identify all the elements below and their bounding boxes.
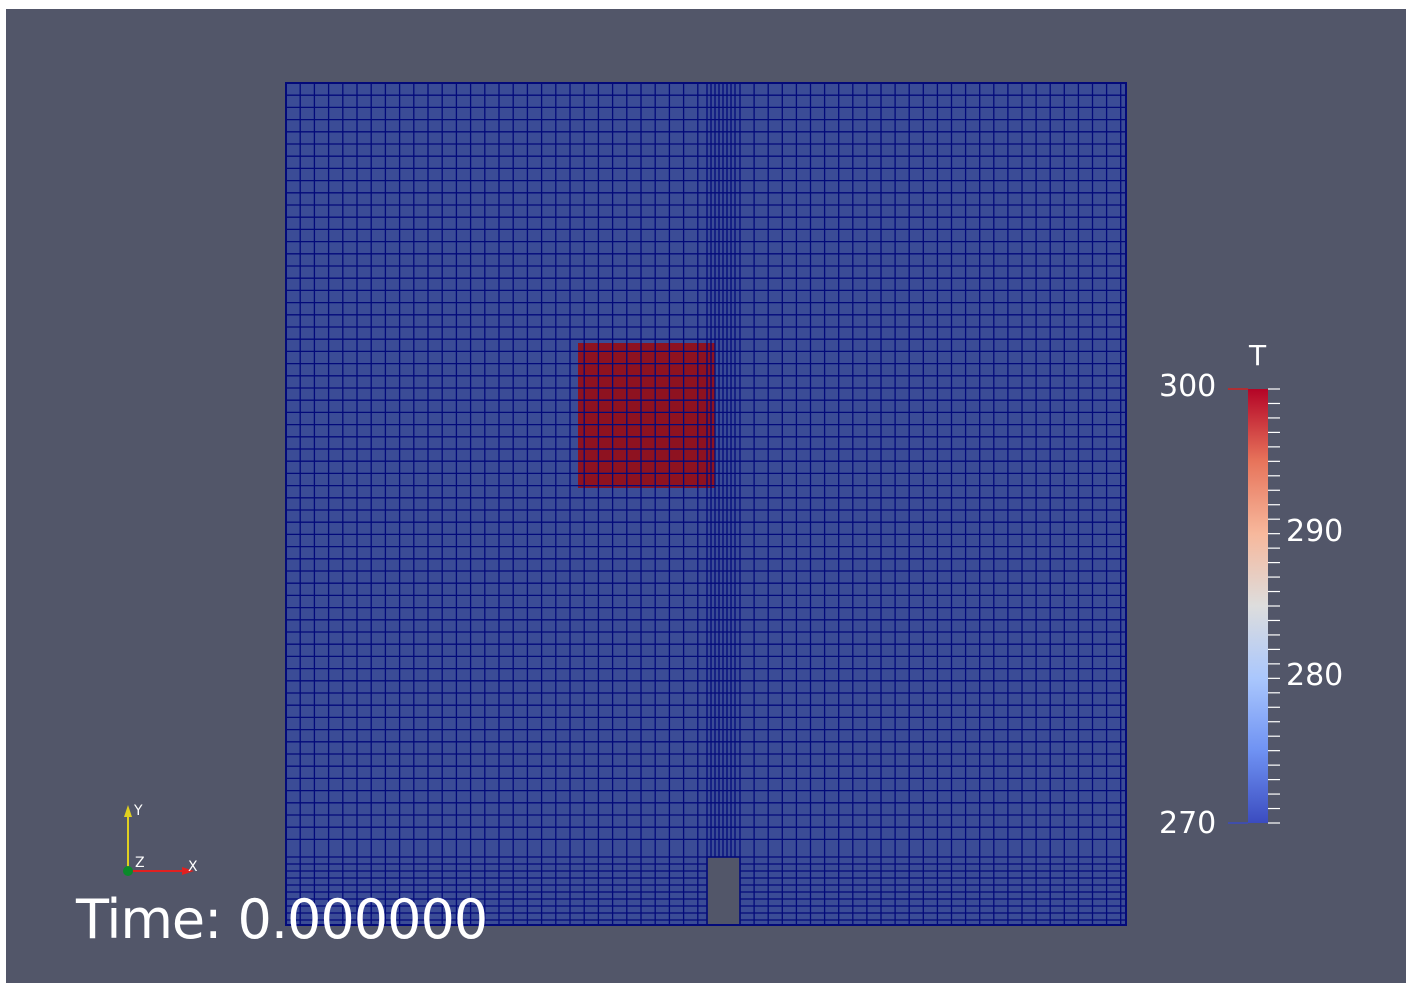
z-axis-dot [123,866,133,876]
time-label: Time: [76,888,222,951]
legend-tick-label-270: 270 [1159,806,1217,841]
y-axis-arrowhead [124,805,132,817]
time-annotation: Time: 0.000000 [76,893,488,947]
legend-title: T [1249,339,1267,372]
mesh-scene: Y Z X [123,82,1280,929]
notch-outline [706,856,741,925]
hot-block-region [578,343,715,488]
legend-tick-label-290: 290 [1286,514,1344,549]
render-viewport[interactable]: Y Z X Time: 0.000000 T 300 290 280 270 [6,9,1406,983]
domain-fill [286,83,1126,925]
z-axis-label: Z [135,855,145,871]
time-value: 0.000000 [237,888,489,951]
x-axis-arrowhead [182,867,194,875]
y-axis-label: Y [133,803,143,819]
color-legend-bar[interactable] [1228,388,1280,824]
mesh-layer [285,82,1127,929]
orientation-axes-triad: Y Z X [123,803,198,876]
inlet-notch [707,857,740,929]
legend-color-bar [1248,389,1268,823]
x-axis-label: X [188,859,198,875]
domain-outline [285,82,1127,926]
legend-tick-label-280: 280 [1286,658,1344,693]
legend-tick-label-300: 300 [1159,369,1217,404]
